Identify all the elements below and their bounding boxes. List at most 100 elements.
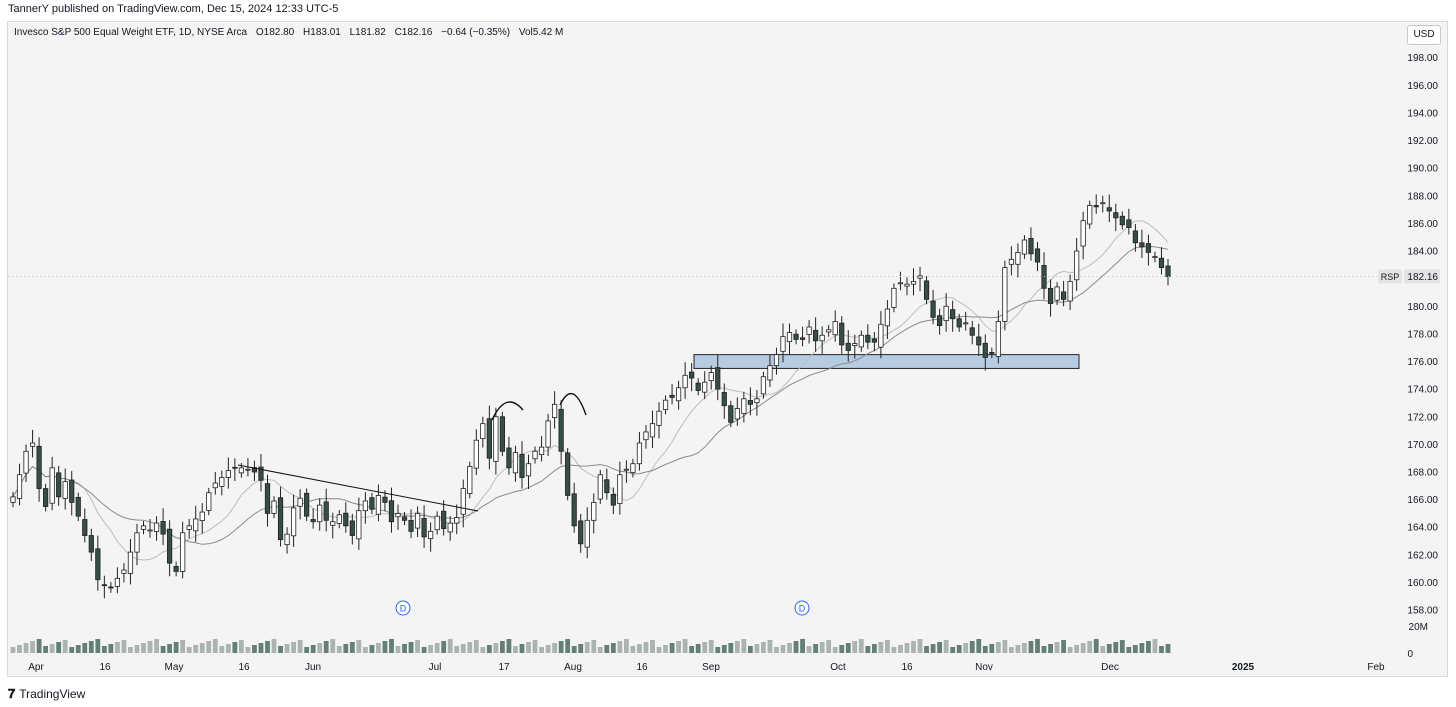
volume-bar bbox=[17, 645, 22, 653]
volume-bar bbox=[284, 644, 290, 653]
candle-body bbox=[225, 470, 231, 478]
candle-body bbox=[1028, 237, 1034, 255]
x-tick-label: 2025 bbox=[1232, 662, 1255, 673]
volume-bar bbox=[193, 645, 199, 653]
volume-bar bbox=[134, 645, 140, 653]
candle-body bbox=[467, 466, 473, 494]
volume-bar bbox=[486, 645, 492, 653]
candle-body bbox=[336, 514, 342, 524]
candle-body bbox=[1074, 250, 1080, 281]
volume-bar bbox=[376, 643, 381, 653]
y-tick-label: 184.00 bbox=[1407, 247, 1438, 258]
candle-body bbox=[1080, 220, 1086, 247]
currency-button[interactable]: USD bbox=[1407, 25, 1441, 45]
volume-bar bbox=[473, 640, 479, 653]
volume-bar bbox=[1074, 645, 1080, 653]
candle-body bbox=[1093, 205, 1099, 208]
candle-body bbox=[69, 479, 75, 503]
candle-body bbox=[323, 501, 329, 521]
candle-body bbox=[982, 342, 988, 358]
volume-bar bbox=[708, 640, 714, 653]
volume-bar bbox=[421, 647, 427, 653]
volume-bar bbox=[265, 641, 270, 653]
candle-body bbox=[369, 497, 375, 510]
candle-body bbox=[636, 442, 643, 465]
candle-body bbox=[721, 392, 727, 407]
volume-bar bbox=[1132, 645, 1138, 653]
top-arc bbox=[559, 393, 587, 416]
y-tick-label: 158.00 bbox=[1407, 606, 1438, 617]
volume-bar bbox=[558, 641, 564, 653]
candle-body bbox=[238, 467, 244, 474]
volume-bar bbox=[271, 639, 277, 653]
volume-bar bbox=[95, 639, 101, 653]
volume-bar bbox=[141, 643, 146, 653]
candle-body bbox=[584, 519, 590, 548]
candle-body bbox=[995, 321, 1001, 357]
dividend-label: D bbox=[799, 604, 806, 614]
y-tick-label: 170.00 bbox=[1407, 440, 1438, 451]
candle-body bbox=[1152, 256, 1158, 258]
volume-bar bbox=[871, 644, 877, 653]
volume-bar bbox=[389, 639, 394, 653]
candle-body bbox=[897, 282, 904, 285]
volume-bar bbox=[49, 644, 55, 653]
candle-body bbox=[356, 510, 362, 540]
candle-body bbox=[23, 450, 29, 474]
candle-body bbox=[10, 496, 16, 503]
volume-bar bbox=[323, 641, 329, 653]
volume-bar bbox=[813, 644, 819, 653]
volume-bar bbox=[252, 645, 257, 653]
y-tick-label: 178.00 bbox=[1407, 329, 1438, 340]
volume-bar bbox=[656, 647, 662, 653]
candle-body bbox=[1002, 267, 1008, 322]
volume-bar bbox=[278, 646, 283, 653]
volume-bar bbox=[826, 640, 832, 653]
candle-body bbox=[49, 467, 55, 504]
volume-bar bbox=[415, 640, 420, 653]
candle-body bbox=[669, 394, 675, 398]
volume-bar bbox=[663, 645, 668, 653]
x-tick-label: Sep bbox=[702, 662, 720, 673]
x-tick-label: 16 bbox=[901, 662, 913, 673]
candle-body bbox=[297, 497, 303, 507]
volume-bar bbox=[519, 644, 525, 653]
candle-body bbox=[832, 321, 838, 336]
low-value: L181.82 bbox=[349, 27, 386, 38]
volume-bar bbox=[147, 641, 153, 653]
candle-body bbox=[741, 398, 747, 414]
volume-bar bbox=[225, 644, 231, 653]
candle-body bbox=[865, 334, 871, 343]
volume-bar bbox=[1093, 639, 1099, 653]
volume-bar bbox=[774, 647, 779, 653]
candle-body bbox=[212, 482, 218, 489]
volume-bar bbox=[702, 642, 708, 653]
candle-body bbox=[682, 374, 688, 389]
volume-bar bbox=[911, 641, 916, 653]
volume-bar bbox=[858, 639, 864, 653]
chart-frame[interactable] bbox=[7, 21, 1448, 677]
moving-average-line bbox=[12, 220, 1169, 561]
volume-bar bbox=[500, 641, 505, 653]
volume-bar bbox=[447, 639, 453, 653]
candle-body bbox=[799, 337, 806, 340]
volume-bar bbox=[1126, 647, 1132, 653]
candle-body bbox=[251, 467, 258, 473]
candle-body bbox=[689, 371, 695, 379]
volume-bar bbox=[428, 645, 434, 653]
volume-bar bbox=[800, 639, 805, 653]
volume-bar bbox=[30, 641, 35, 653]
candle-body bbox=[1034, 248, 1041, 263]
volume-bar bbox=[1002, 640, 1008, 653]
candle-body bbox=[1054, 286, 1060, 301]
candle-body bbox=[943, 305, 949, 322]
volume-bar bbox=[532, 640, 538, 653]
y-tick-label: 188.00 bbox=[1407, 191, 1438, 202]
volume-bar bbox=[304, 647, 310, 653]
volume-bar bbox=[69, 647, 75, 653]
candle-body bbox=[734, 408, 740, 420]
y-tick-label: 176.00 bbox=[1407, 357, 1438, 368]
volume-bar bbox=[780, 645, 786, 653]
candle-body bbox=[434, 515, 440, 531]
